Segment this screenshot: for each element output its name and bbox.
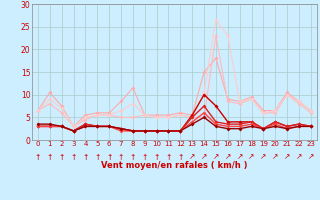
Text: ↗: ↗: [189, 152, 196, 162]
Text: ↑: ↑: [177, 152, 184, 162]
Text: ↑: ↑: [165, 152, 172, 162]
Text: ↗: ↗: [260, 152, 267, 162]
Text: ↑: ↑: [130, 152, 136, 162]
Text: ↑: ↑: [35, 152, 41, 162]
Text: ↑: ↑: [59, 152, 65, 162]
Text: ↑: ↑: [118, 152, 124, 162]
Text: ↗: ↗: [284, 152, 290, 162]
Text: ↗: ↗: [225, 152, 231, 162]
Text: ↗: ↗: [296, 152, 302, 162]
Text: ↗: ↗: [272, 152, 278, 162]
Text: ↗: ↗: [201, 152, 207, 162]
Text: ↑: ↑: [70, 152, 77, 162]
Text: ↗: ↗: [308, 152, 314, 162]
Text: ↗: ↗: [213, 152, 219, 162]
Text: ↗: ↗: [236, 152, 243, 162]
Text: ↑: ↑: [47, 152, 53, 162]
Text: ↑: ↑: [82, 152, 89, 162]
Text: ↑: ↑: [106, 152, 112, 162]
X-axis label: Vent moyen/en rafales ( km/h ): Vent moyen/en rafales ( km/h ): [101, 161, 248, 170]
Text: ↑: ↑: [141, 152, 148, 162]
Text: ↑: ↑: [94, 152, 100, 162]
Text: ↗: ↗: [248, 152, 255, 162]
Text: ↑: ↑: [153, 152, 160, 162]
